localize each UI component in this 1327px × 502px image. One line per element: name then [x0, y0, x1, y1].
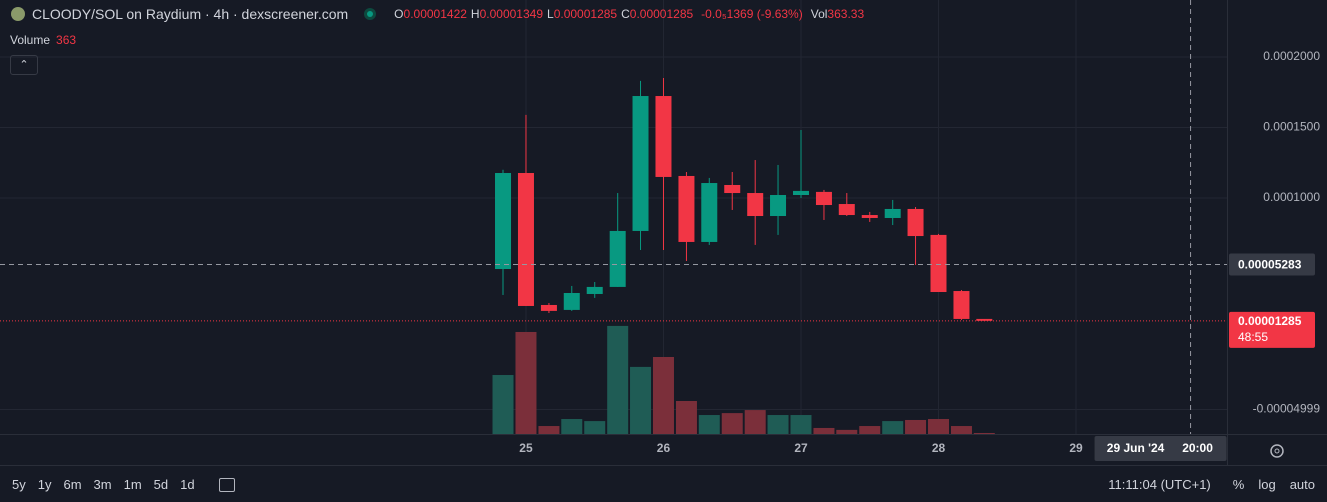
- candle-body: [655, 96, 672, 177]
- countdown: 48:55: [1238, 330, 1268, 344]
- volume-bar: [584, 421, 606, 434]
- volume-bar: [973, 433, 995, 434]
- scale-button[interactable]: log: [1258, 477, 1276, 492]
- volume-legend: Volume 363: [10, 33, 76, 47]
- volume-bar: [836, 429, 858, 434]
- crosshair-price-tag: [1229, 253, 1315, 276]
- change: -0.0₅1369 (-9.63%): [701, 7, 803, 21]
- range-button[interactable]: 5d: [153, 477, 169, 492]
- volume-bar: [515, 331, 537, 434]
- volume-bar: [882, 421, 904, 434]
- ohlc-value: 0.00001285: [629, 7, 694, 21]
- candle-body: [953, 291, 970, 319]
- volume-bar: [538, 426, 560, 434]
- volume-bar: [950, 426, 972, 434]
- ohlc-key: L: [547, 7, 554, 21]
- ohlc-key: H: [470, 7, 480, 21]
- range-button[interactable]: 6m: [63, 477, 82, 492]
- candle-body: [540, 304, 557, 311]
- ohlc-key: C: [621, 7, 630, 21]
- toolbar: 5y 1y 6m 3m 1m 5d 1d 11:11:04 (UTC+1)% log auto: [0, 465, 1327, 502]
- title: CLOODY/SOL on Raydium · 4h · dexscreener…: [32, 6, 349, 22]
- volume-bar: [721, 413, 743, 434]
- x-tick-label: 29: [1069, 441, 1083, 455]
- volume-bar: [561, 419, 583, 434]
- volume-bar: [607, 325, 629, 434]
- crosshair-date-tag: [1094, 436, 1227, 461]
- token-logo: [11, 7, 25, 21]
- x-tick-label: 27: [794, 441, 808, 455]
- x-tick-label: 28: [932, 441, 946, 455]
- crosshair-price-label: 0.00005283: [1238, 258, 1302, 272]
- range-button[interactable]: 5y: [12, 477, 26, 492]
- y-tick-label: 0.0001500: [1263, 120, 1320, 134]
- ohlc-value: 0.00001349: [479, 7, 543, 21]
- candle-body: [884, 208, 901, 218]
- last-price-tag: [1229, 311, 1315, 348]
- candle-body: [747, 193, 764, 217]
- y-tick-label: -0.00004999: [1253, 402, 1321, 416]
- candle-body: [495, 173, 512, 270]
- candle-body: [609, 230, 626, 287]
- vol-key: Vol: [810, 7, 828, 21]
- volume-bar: [492, 375, 514, 434]
- chart: 0.0002000 0.0001500 0.0001000 -0.00004999 25…: [0, 0, 1327, 465]
- candle-body: [976, 318, 993, 321]
- candle-body: [907, 208, 924, 237]
- crosshair-time: 20:00: [1182, 441, 1213, 455]
- candle-body: [770, 195, 787, 217]
- candle-body: [517, 173, 534, 306]
- header: CLOODY/SOL on Raydium · 4h · dexscreener…: [10, 6, 864, 22]
- volume-bar: [652, 357, 674, 434]
- clock: 11:11:04 (UTC+1): [1108, 477, 1211, 492]
- volume-bar: [813, 427, 835, 434]
- volume-bar: [790, 415, 812, 434]
- candle-body: [678, 175, 695, 242]
- volume-bar: [630, 366, 652, 434]
- volume-bar: [905, 419, 927, 434]
- candle-body: [930, 234, 947, 293]
- settings-icon[interactable]: [1270, 444, 1284, 458]
- ohlc-legend: O 0.00001422 H 0.00001349 L 0.00001285 C 0.0000…: [390, 7, 693, 21]
- ohlc-value: 0.00001422: [403, 7, 467, 21]
- scale-button[interactable]: %: [1232, 477, 1245, 492]
- candle-body: [701, 183, 718, 242]
- status-dot: [364, 8, 377, 20]
- volume-bar: [928, 419, 950, 434]
- candle-body: [815, 191, 832, 206]
- volume-title: Volume: [10, 33, 51, 47]
- vol-value: 363.33: [827, 7, 865, 21]
- y-tick-label: 0.0001000: [1263, 190, 1320, 204]
- volume-value: 363: [56, 33, 77, 47]
- date-range-icon[interactable]: [218, 477, 235, 492]
- candle-body: [724, 184, 741, 194]
- x-tick-label: 25: [519, 441, 533, 455]
- candle-body: [838, 204, 855, 216]
- volume-bar: [698, 415, 720, 434]
- volume-bar: [675, 401, 697, 434]
- range-button[interactable]: 1y: [37, 477, 52, 492]
- ohlc-value: 0.00001285: [553, 7, 618, 21]
- x-tick-label: 26: [657, 441, 671, 455]
- range-button[interactable]: 1m: [123, 477, 142, 492]
- last-price-label: 0.00001285: [1238, 314, 1302, 328]
- candle-body: [586, 286, 603, 294]
- volume-bar: [767, 415, 789, 434]
- crosshair-date: 29 Jun '24: [1107, 441, 1165, 455]
- range-button[interactable]: 3m: [93, 477, 112, 492]
- ohlc-key: O: [394, 7, 404, 21]
- candle-body: [861, 215, 878, 218]
- candle-body: [632, 96, 649, 231]
- candle-body: [563, 292, 580, 310]
- range-button[interactable]: 1d: [180, 477, 195, 492]
- volume-bar: [859, 426, 881, 434]
- scale-button[interactable]: auto: [1289, 477, 1315, 492]
- collapse-button[interactable]: ⌃: [10, 55, 38, 75]
- candle-body: [792, 190, 809, 196]
- volume-bar: [744, 410, 766, 434]
- y-tick-label: 0.0002000: [1263, 49, 1320, 63]
